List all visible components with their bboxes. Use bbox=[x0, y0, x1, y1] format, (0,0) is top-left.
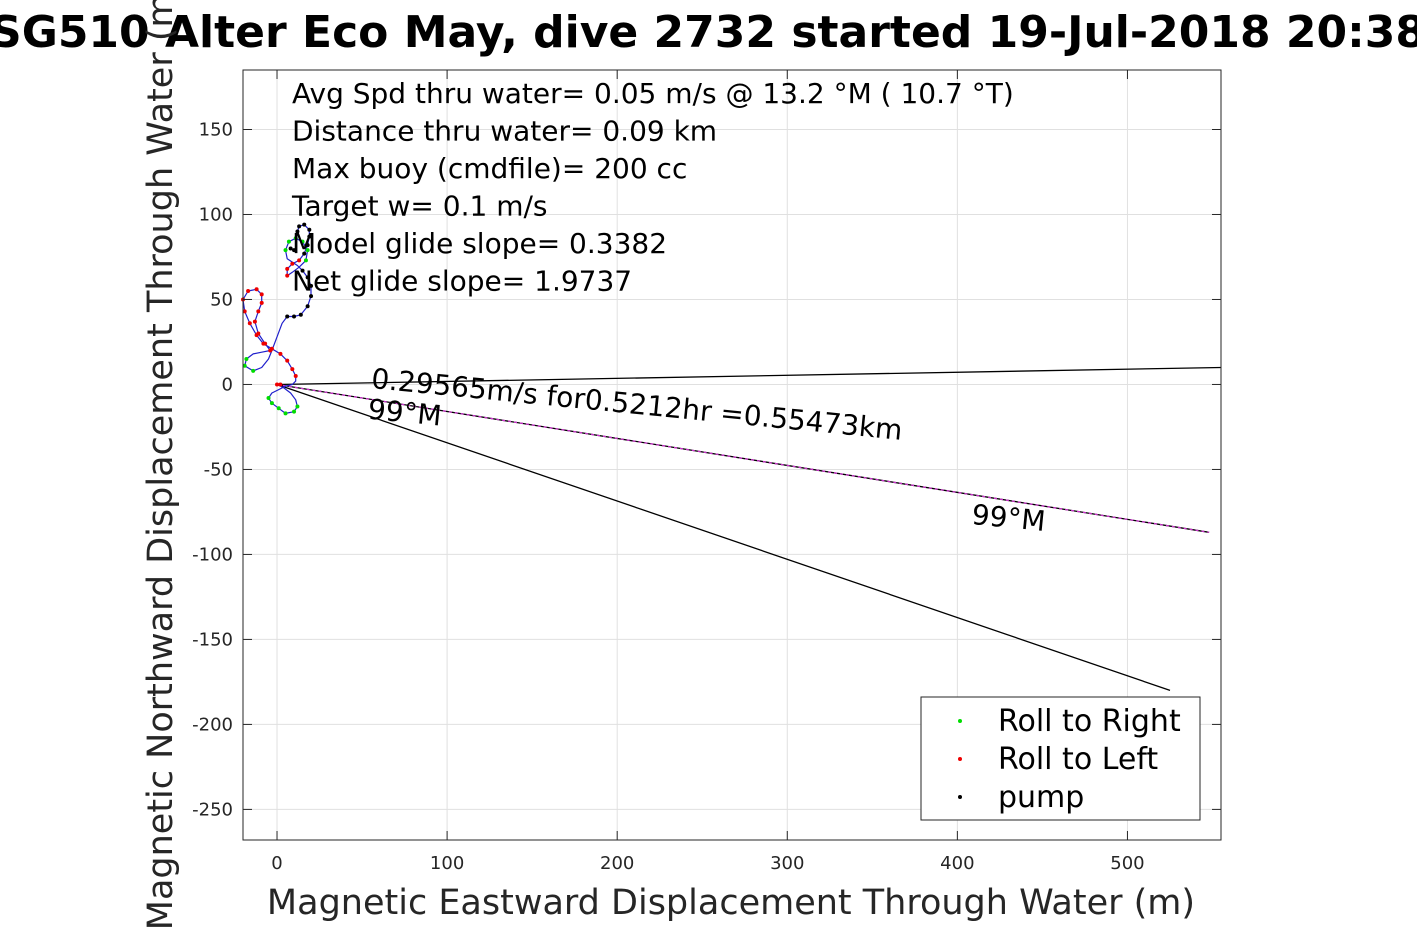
marker-roll-to-right bbox=[283, 411, 288, 416]
stats-line-4: Model glide slope= 0.3382 bbox=[292, 227, 667, 260]
marker-roll-to-right bbox=[251, 368, 256, 373]
reference-lines bbox=[276, 366, 1222, 692]
marker-roll-to-left bbox=[247, 321, 252, 326]
marker-roll-to-left bbox=[256, 331, 261, 336]
marker-roll-to-right bbox=[293, 236, 298, 241]
marker-roll-to-right bbox=[295, 404, 300, 409]
marker-pump bbox=[298, 312, 303, 317]
marker-pump bbox=[297, 224, 302, 229]
marker-roll-to-left bbox=[259, 300, 264, 305]
y-tick-label: 150 bbox=[199, 119, 233, 140]
marker-roll-to-right bbox=[292, 409, 297, 414]
x-tick-label: 400 bbox=[940, 853, 974, 874]
y-tick-label: 0 bbox=[222, 374, 233, 395]
chart-title: SG510 Alter Eco May, dive 2732 started 1… bbox=[0, 7, 1417, 58]
marker-roll-to-left bbox=[268, 348, 273, 353]
glider-track bbox=[242, 224, 312, 414]
reference-line bbox=[276, 383, 1171, 692]
legend-marker bbox=[958, 719, 962, 723]
marker-roll-to-left bbox=[293, 373, 298, 378]
marker-roll-to-left bbox=[285, 358, 290, 363]
marker-roll-to-left bbox=[256, 309, 261, 314]
marker-roll-to-right bbox=[303, 258, 308, 263]
marker-roll-to-left bbox=[275, 382, 280, 387]
marker-roll-to-right bbox=[300, 239, 305, 244]
annotation-2: 99°M bbox=[970, 498, 1047, 538]
marker-roll-to-left bbox=[242, 309, 247, 314]
stats-line-1: Distance thru water= 0.09 km bbox=[292, 115, 717, 148]
marker-pump bbox=[292, 314, 297, 319]
marker-roll-to-left bbox=[285, 273, 290, 278]
x-tick-label: 100 bbox=[430, 853, 464, 874]
marker-pump bbox=[309, 294, 314, 299]
stats-text: Avg Spd thru water= 0.05 m/s @ 13.2 °M (… bbox=[291, 77, 1014, 298]
x-axis-label: Magnetic Eastward Displacement Through W… bbox=[267, 883, 1195, 923]
marker-roll-to-right bbox=[266, 396, 271, 401]
axis-ticks: 0 100 200 300 400 500150100500-50-100-150-200… bbox=[192, 70, 1221, 874]
stats-line-5: Net glide slope= 1.9737 bbox=[292, 265, 632, 298]
marker-roll-to-right bbox=[242, 363, 247, 368]
marker-roll-to-right bbox=[276, 406, 281, 411]
x-tick-label: 300 bbox=[770, 853, 804, 874]
x-tick-label: 0 bbox=[271, 853, 282, 874]
legend-marker bbox=[958, 757, 962, 761]
y-tick-label: -50 bbox=[204, 459, 233, 480]
marker-roll-to-left bbox=[278, 382, 283, 387]
y-axis-label: Magnetic Northward Displacement Through … bbox=[141, 0, 181, 930]
y-tick-label: 50 bbox=[210, 289, 233, 310]
marker-roll-to-left bbox=[297, 258, 302, 263]
track-line bbox=[242, 224, 312, 414]
marker-pump bbox=[295, 229, 300, 234]
marker-pump bbox=[300, 268, 305, 273]
stats-line-0: Avg Spd thru water= 0.05 m/s @ 13.2 °M (… bbox=[292, 77, 1014, 110]
marker-roll-to-left bbox=[259, 292, 264, 297]
axes-box bbox=[242, 69, 1222, 841]
marker-roll-to-left bbox=[285, 266, 290, 271]
y-tick-label: -100 bbox=[192, 544, 233, 565]
marker-roll-to-right bbox=[244, 356, 249, 361]
legend-label: pump bbox=[998, 780, 1084, 815]
track-markers bbox=[241, 222, 314, 416]
marker-roll-to-left bbox=[278, 351, 283, 356]
marker-pump bbox=[309, 283, 314, 288]
marker-roll-to-left bbox=[290, 367, 295, 372]
marker-roll-to-left bbox=[252, 319, 257, 324]
y-tick-label: -150 bbox=[192, 629, 233, 650]
legend-label: Roll to Right bbox=[998, 704, 1181, 739]
marker-pump bbox=[305, 304, 310, 309]
heading-overlay-line bbox=[276, 383, 1210, 533]
y-tick-label: -200 bbox=[192, 714, 233, 735]
x-tick-label: 500 bbox=[1110, 853, 1144, 874]
marker-roll-to-right bbox=[283, 248, 288, 253]
marker-pump bbox=[305, 243, 310, 248]
marker-pump bbox=[292, 248, 297, 253]
marker-pump bbox=[307, 234, 312, 239]
marker-pump bbox=[288, 246, 293, 251]
y-tick-label: 100 bbox=[199, 204, 233, 225]
annotation-1: 99°M bbox=[366, 393, 443, 433]
legend-label: Roll to Left bbox=[998, 742, 1158, 777]
marker-pump bbox=[302, 222, 307, 227]
x-tick-label: 200 bbox=[600, 853, 634, 874]
marker-roll-to-left bbox=[246, 288, 251, 293]
stats-line-2: Max buoy (cmdfile)= 200 cc bbox=[292, 152, 687, 185]
marker-roll-to-left bbox=[254, 287, 259, 292]
y-tick-label: -250 bbox=[192, 799, 233, 820]
marker-roll-to-left bbox=[290, 261, 295, 266]
reference-line bbox=[276, 366, 1222, 386]
stats-line-3: Target w= 0.1 m/s bbox=[291, 190, 548, 223]
marker-roll-to-right bbox=[269, 401, 274, 406]
marker-pump bbox=[285, 314, 290, 319]
marker-roll-to-left bbox=[263, 341, 268, 346]
legend-box bbox=[920, 696, 1201, 821]
marker-roll-to-right bbox=[305, 248, 310, 253]
marker-pump bbox=[305, 275, 310, 280]
marker-pump bbox=[302, 251, 307, 256]
marker-roll-to-right bbox=[286, 239, 291, 244]
legend-marker bbox=[958, 795, 962, 799]
marker-pump bbox=[307, 227, 312, 232]
